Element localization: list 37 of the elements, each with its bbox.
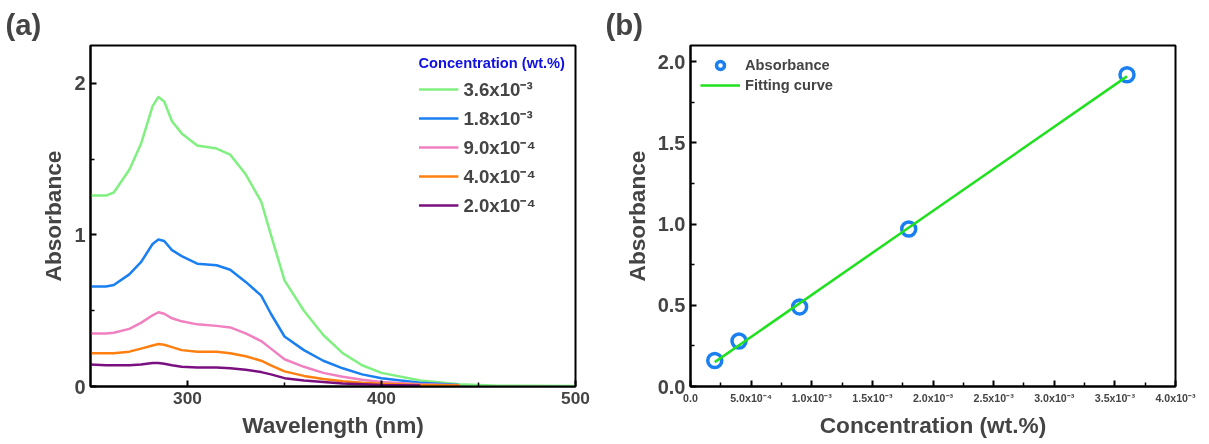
legend-label: 9.0x10⁻⁴ xyxy=(463,136,536,159)
y-tick-label: 1.5 xyxy=(657,131,686,154)
legend-label: 3.6x10⁻³ xyxy=(463,78,533,101)
legend-label: 4.0x10⁻⁴ xyxy=(463,165,536,188)
x-tick-label: 1.0x10⁻³ xyxy=(791,391,833,404)
y-axis-title: Absorbance xyxy=(623,150,650,282)
legend-label: Absorbance xyxy=(745,57,830,73)
legend-label: 2.0x10⁻⁴ xyxy=(463,194,536,217)
x-axis-title: Concentration (wt.%) xyxy=(819,411,1047,438)
legend-title: Concentration (wt.%) xyxy=(418,55,565,71)
x-tick-label: 3.0x10⁻³ xyxy=(1034,391,1075,404)
point xyxy=(706,351,724,370)
legend-label: Fitting curve xyxy=(745,77,833,93)
legend-label: 1.8x10⁻³ xyxy=(463,107,533,130)
chart-title: (a) xyxy=(5,7,42,41)
x-tick-label: 0.0 xyxy=(683,391,698,404)
x-axis-title: Wavelength (nm) xyxy=(242,411,424,438)
y-tick-label: 1.0 xyxy=(657,213,686,236)
y-tick-label: 2 xyxy=(74,72,86,95)
y-tick-label: 1 xyxy=(74,223,86,246)
x-tick-label: 500 xyxy=(561,387,590,408)
x-tick-label: 5.0x10⁻⁴ xyxy=(730,391,773,404)
chart-title: (b) xyxy=(605,7,643,41)
x-tick-label: 300 xyxy=(173,387,202,408)
line-series xyxy=(90,342,461,387)
point xyxy=(1118,65,1136,84)
y-axis-title: Absorbance xyxy=(40,150,67,282)
x-tick-label: 1.5x10⁻³ xyxy=(852,391,893,404)
y-tick-label: 2.0 xyxy=(657,50,686,73)
y-tick-label: 0.5 xyxy=(657,294,686,317)
x-tick-label: 3.5x10⁻³ xyxy=(1094,391,1136,404)
x-tick-label: 2.0x10⁻³ xyxy=(912,391,954,404)
y-tick-label: 0 xyxy=(74,375,86,398)
x-tick-label: 2.5x10⁻³ xyxy=(973,391,1015,404)
line-series xyxy=(90,361,422,387)
x-tick-label: 4.0x10⁻³ xyxy=(1155,391,1197,404)
x-tick-label: 400 xyxy=(367,387,396,408)
